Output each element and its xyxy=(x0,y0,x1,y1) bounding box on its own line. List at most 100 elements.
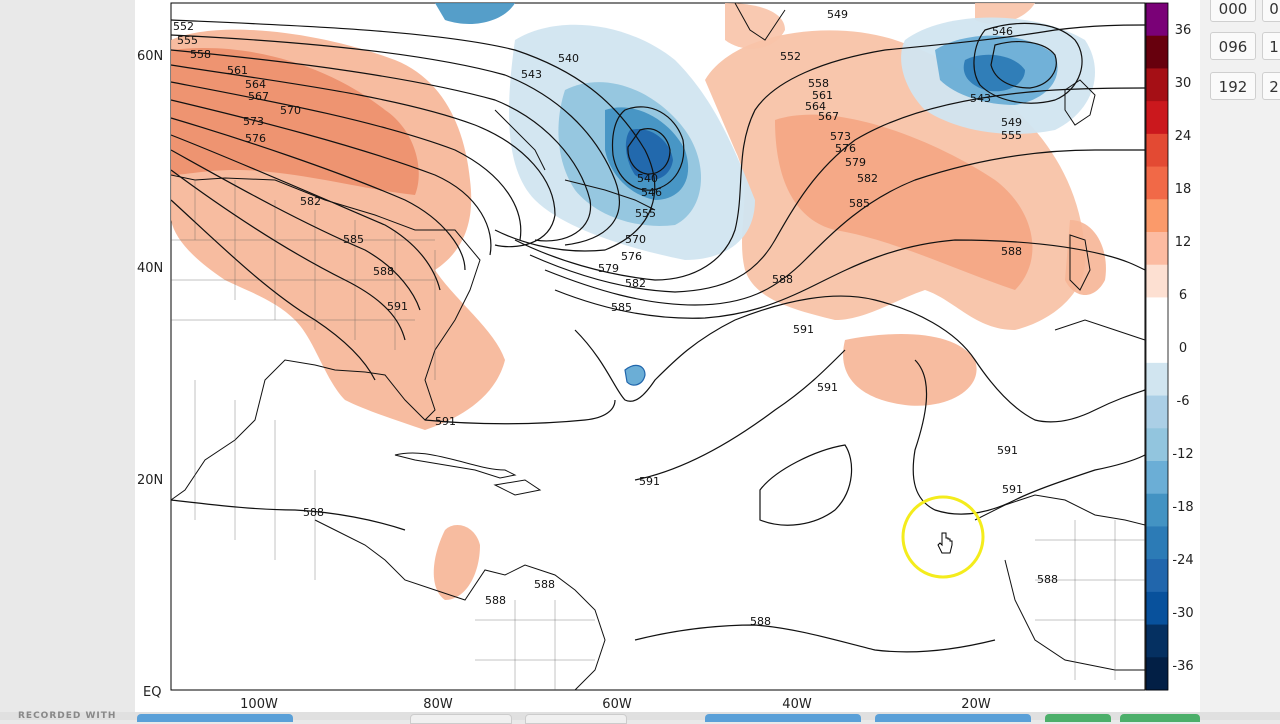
lat-label: EQ xyxy=(143,685,161,700)
hand-cursor-icon xyxy=(937,532,953,554)
colorbar-swatch xyxy=(1146,166,1168,200)
toolbar-button[interactable] xyxy=(410,714,512,724)
colorbar-swatch xyxy=(1146,232,1168,266)
contour-label: 576 xyxy=(621,250,642,263)
colorbar-tick: -12 xyxy=(1172,447,1193,462)
height-contours xyxy=(170,19,1146,653)
colorbar-tick: -30 xyxy=(1172,606,1193,621)
colorbar-swatch xyxy=(1146,297,1168,331)
colorbar-swatch xyxy=(1146,101,1168,135)
lon-label: 80W xyxy=(423,697,453,712)
contour-label: 573 xyxy=(830,130,851,143)
cursor-highlight-ring xyxy=(901,495,985,579)
colorbar-swatch xyxy=(1146,68,1168,102)
contour-label: 567 xyxy=(818,110,839,123)
contour-label: 588 xyxy=(373,265,394,278)
contour-label: 585 xyxy=(343,233,364,246)
contour-label: 570 xyxy=(625,233,646,246)
colorbar-tick: 36 xyxy=(1175,23,1192,38)
contour-label: 585 xyxy=(611,301,632,314)
colorbar-swatch xyxy=(1146,133,1168,168)
contour-label: 549 xyxy=(827,8,848,21)
contour-label: 543 xyxy=(521,68,542,81)
colorbar-swatch xyxy=(1146,35,1168,69)
colorbar-swatch xyxy=(1146,657,1168,691)
contour-label: 552 xyxy=(173,20,194,33)
colorbar-swatch xyxy=(1146,526,1168,560)
colorbar-tick: -6 xyxy=(1177,394,1190,409)
contour-label: 591 xyxy=(1002,483,1023,496)
contour-label: 567 xyxy=(248,90,269,103)
forecast-hour-button[interactable]: 2 xyxy=(1262,72,1280,100)
bottom-toolbar xyxy=(0,712,1280,720)
colorbar-tick: -18 xyxy=(1172,500,1193,515)
contour-label: 585 xyxy=(849,197,870,210)
lon-label: 100W xyxy=(240,697,278,712)
contour-label: 543 xyxy=(970,92,991,105)
contour-label: 591 xyxy=(817,381,838,394)
colorbar-swatch xyxy=(1146,624,1168,658)
toolbar-button[interactable] xyxy=(705,714,861,722)
forecast-hour-panel: 000 0 096 1 192 2 xyxy=(1200,0,1280,720)
lat-label: 60N xyxy=(137,49,163,64)
colorbar-swatch xyxy=(1146,461,1168,495)
contour-label: 546 xyxy=(992,25,1013,38)
lat-label: 40N xyxy=(137,261,163,276)
colorbar-tick: 24 xyxy=(1175,129,1192,144)
contour-label: 588 xyxy=(772,273,793,286)
contour-label: 582 xyxy=(300,195,321,208)
lat-label: 20N xyxy=(137,473,163,488)
contour-label: 588 xyxy=(534,578,555,591)
contour-label: 591 xyxy=(997,444,1018,457)
forecast-hour-button[interactable]: 096 xyxy=(1210,32,1256,60)
colorbar-tick: -24 xyxy=(1172,553,1193,568)
contour-label: 588 xyxy=(485,594,506,607)
forecast-hour-button[interactable]: 1 xyxy=(1262,32,1280,60)
contour-label: 561 xyxy=(812,89,833,102)
contour-label: 588 xyxy=(1001,245,1022,258)
toolbar-button[interactable] xyxy=(1045,714,1111,722)
colorbar-swatch xyxy=(1146,330,1168,364)
contour-label: 561 xyxy=(227,64,248,77)
contour-label: 576 xyxy=(835,142,856,155)
contour-label: 549 xyxy=(1001,116,1022,129)
contour-label: 588 xyxy=(750,615,771,628)
colorbar-tick: 18 xyxy=(1175,182,1192,197)
contour-label: 570 xyxy=(280,104,301,117)
contour-label: 564 xyxy=(245,78,266,91)
colorbar-swatch xyxy=(1146,264,1168,298)
colorbar-tick: 6 xyxy=(1179,288,1187,303)
contour-label: 573 xyxy=(243,115,264,128)
colorbar-tick: -36 xyxy=(1172,659,1193,674)
lon-label: 40W xyxy=(782,697,812,712)
contour-label: 579 xyxy=(598,262,619,275)
left-margin xyxy=(0,0,135,720)
toolbar-button[interactable] xyxy=(525,714,627,724)
contour-label: 591 xyxy=(639,475,660,488)
longitude-axis: 100W 80W 60W 40W 20W xyxy=(240,697,991,712)
map-svg: 552 555 558 561 564 567 570 573 576 582 … xyxy=(137,2,1194,712)
contour-label: 546 xyxy=(641,186,662,199)
map-canvas[interactable]: 552 555 558 561 564 567 570 573 576 582 … xyxy=(135,0,1200,712)
contour-label: 591 xyxy=(435,415,456,428)
colorbar: 36 30 24 18 12 6 0 -6 -12 -18 -24 -30 -3… xyxy=(1145,2,1194,691)
negative-anomaly-shading xyxy=(435,3,1095,261)
forecast-hour-button[interactable]: 0 xyxy=(1262,0,1280,22)
contour-label: 588 xyxy=(303,506,324,519)
contour-label: 540 xyxy=(558,52,579,65)
latitude-axis: 60N 40N 20N EQ xyxy=(137,49,163,700)
colorbar-tick: 12 xyxy=(1175,235,1192,250)
toolbar-button[interactable] xyxy=(1120,714,1200,722)
forecast-hour-button[interactable]: 192 xyxy=(1210,72,1256,100)
toolbar-button[interactable] xyxy=(137,714,293,722)
contour-label: 579 xyxy=(845,156,866,169)
toolbar-button[interactable] xyxy=(875,714,1031,722)
contour-label: 555 xyxy=(1001,129,1022,142)
forecast-hour-button[interactable]: 000 xyxy=(1210,0,1256,22)
colorbar-swatch xyxy=(1146,395,1168,429)
political-borders xyxy=(171,180,1145,690)
colorbar-tick: 30 xyxy=(1175,76,1192,91)
recording-watermark: RECORDED WITH xyxy=(18,711,117,721)
contour-label: 558 xyxy=(808,77,829,90)
contour-label: 582 xyxy=(857,172,878,185)
